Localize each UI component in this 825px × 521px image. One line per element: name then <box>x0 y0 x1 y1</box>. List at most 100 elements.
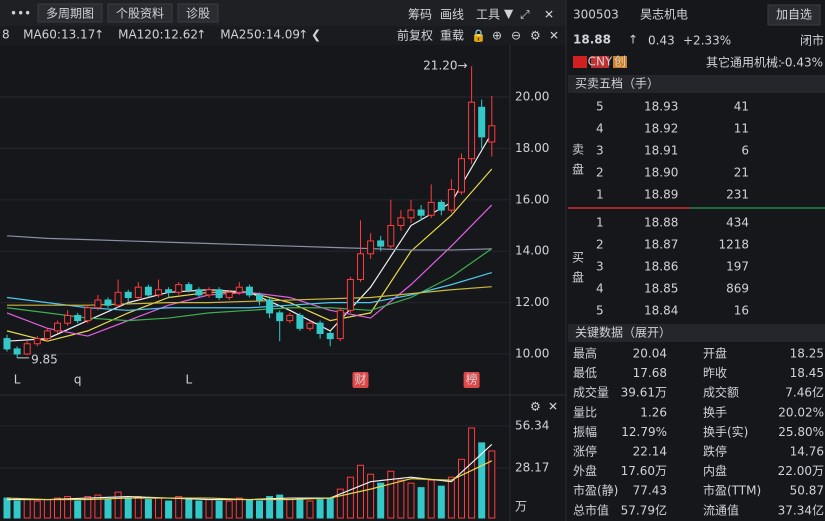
dropdown: ▼ <box>504 7 514 21</box>
section-bg <box>568 75 825 93</box>
adjust[interactable]: 重载 <box>440 29 464 43</box>
marker[interactable]: L <box>14 373 21 387</box>
adjust[interactable]: 前复权 <box>397 28 433 43</box>
candle-body <box>54 322 61 332</box>
y-tick-label: 10.00 <box>515 347 549 361</box>
candle-body <box>296 314 304 329</box>
candle-body <box>205 289 213 296</box>
key-value: 7.46亿 <box>785 385 824 400</box>
candle-body <box>23 343 31 355</box>
volume-bar <box>397 479 405 519</box>
marker[interactable]: q <box>74 373 82 387</box>
book-price: 18.93 <box>644 100 678 114</box>
key-label: 成交量 <box>573 385 609 400</box>
ma-line <box>6 460 493 501</box>
volume-bar <box>155 497 162 519</box>
lock-icon[interactable]: 🔒 <box>471 29 486 43</box>
ma-legend: 8 <box>2 28 10 42</box>
add-button[interactable] <box>767 4 821 26</box>
close-icon[interactable]: ✕ <box>549 29 559 43</box>
book-level: 3 <box>596 144 604 158</box>
candle-body <box>165 289 173 293</box>
button[interactable] <box>107 3 173 23</box>
key-value: 37.34亿 <box>778 502 824 517</box>
section-title: 买卖五档（手） <box>575 77 659 91</box>
button[interactable] <box>37 3 103 23</box>
key-label: 振幅 <box>573 424 597 439</box>
marker[interactable]: 榜 <box>466 372 478 387</box>
zoom-out[interactable]: ⊖ <box>511 29 521 43</box>
key-label: 最低 <box>573 366 597 380</box>
candle-body <box>427 201 435 216</box>
tool[interactable]: 筹码 <box>408 8 432 22</box>
candle-body <box>357 253 364 280</box>
candle-body <box>387 225 395 247</box>
key-label: 流通值 <box>703 502 739 517</box>
menu[interactable]: ••• <box>10 7 31 21</box>
candle-body <box>64 314 72 324</box>
candle-body <box>33 338 41 345</box>
close-icon[interactable]: ✕ <box>548 400 558 414</box>
y-tick-label: 56.34 <box>515 419 549 433</box>
volume-bar <box>114 491 122 519</box>
section-title[interactable]: 关键数据（展开） <box>575 325 671 340</box>
candle-body <box>124 291 132 298</box>
volume-bar <box>458 458 465 519</box>
candle-body <box>235 286 243 293</box>
book-level: 3 <box>596 260 604 274</box>
change-pct: +2.33% <box>683 34 731 48</box>
book-side-label: 盘 <box>572 270 584 285</box>
button-label[interactable]: 多周期图 <box>46 7 94 21</box>
prev-arrow[interactable]: ❮ <box>311 28 321 42</box>
marker[interactable]: 财 <box>354 373 366 387</box>
key-label: 最高 <box>573 346 597 361</box>
volume-bar <box>326 497 334 519</box>
volume-bar <box>417 487 425 519</box>
settings-icon[interactable]: ⚙ <box>530 29 541 43</box>
candle-body <box>3 338 11 350</box>
book-price: 18.87 <box>644 238 678 252</box>
candle-body <box>407 209 415 219</box>
add-label[interactable]: 加自选 <box>776 8 812 22</box>
candle-body <box>43 330 51 340</box>
volume-bar <box>104 499 112 519</box>
candle-body <box>286 314 294 322</box>
marker[interactable]: L <box>185 373 192 387</box>
expand-icon[interactable]: ⤢ <box>519 8 530 22</box>
book-price: 18.92 <box>644 122 678 136</box>
volume-bar <box>407 482 415 519</box>
close-icon[interactable]: ✕ <box>544 8 554 22</box>
volume-bar <box>437 485 445 519</box>
zoom-in[interactable]: ⊕ <box>492 29 502 43</box>
tool[interactable]: 画线 <box>440 8 464 22</box>
key-label: 总市值 <box>573 502 609 517</box>
volume-bar <box>144 499 152 519</box>
book-level: 1 <box>596 188 604 202</box>
book-volume: 1218 <box>718 238 749 252</box>
volume-bar <box>266 496 274 519</box>
candle-body <box>74 314 82 322</box>
book-price: 18.90 <box>644 166 678 180</box>
key-value: 25.80% <box>778 425 824 439</box>
tool[interactable]: 工具 <box>476 8 500 22</box>
button-label[interactable]: 个股资料 <box>116 7 164 21</box>
candle-body <box>245 286 253 296</box>
volume-bar <box>13 500 21 519</box>
book-level: 5 <box>596 100 604 114</box>
volume-bar <box>336 488 344 519</box>
candle-body <box>377 240 385 247</box>
button[interactable] <box>177 3 219 23</box>
volume-bar <box>64 496 72 519</box>
y-tick-label: 20.00 <box>515 90 549 104</box>
key-value: 1.26 <box>640 405 667 419</box>
book-level: 2 <box>596 238 604 252</box>
volume-bar <box>3 497 11 519</box>
volume-bar <box>195 500 203 519</box>
book-volume: 6 <box>741 144 749 158</box>
volume-bar <box>185 499 193 519</box>
candle-body <box>468 101 476 160</box>
button-label[interactable]: 诊股 <box>186 7 210 21</box>
settings-icon[interactable]: ⚙ <box>530 400 541 414</box>
candle-body <box>266 299 274 314</box>
